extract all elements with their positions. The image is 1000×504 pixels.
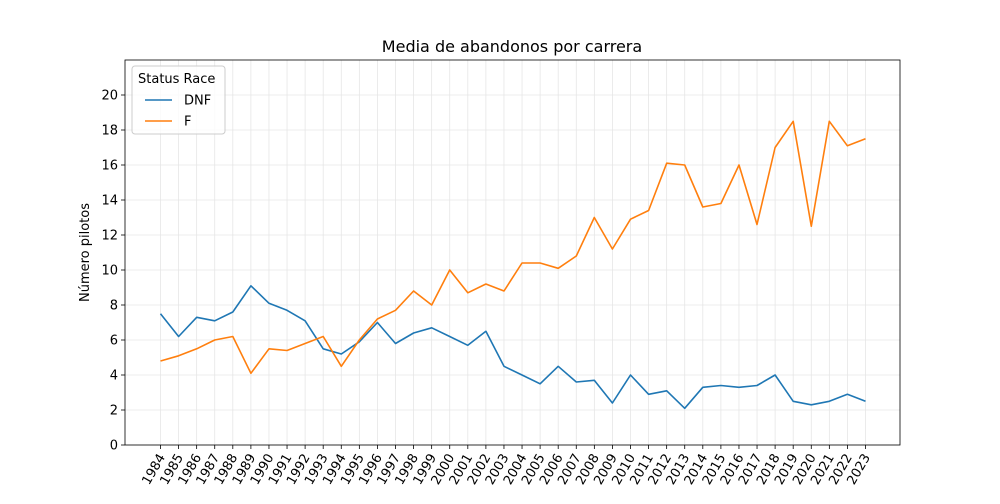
y-tick-label: 16 <box>101 159 118 174</box>
y-tick-label: 18 <box>101 124 118 139</box>
series-line-f <box>160 120 866 375</box>
plot-frame <box>124 59 901 446</box>
y-tick-label: 10 <box>101 264 118 279</box>
y-tick-label: 0 <box>110 439 118 454</box>
y-tick-label: 14 <box>101 194 118 209</box>
y-axis-label: Número pilotos <box>78 203 93 302</box>
series-line-dnf <box>159 284 866 410</box>
series-lines <box>159 120 866 410</box>
x-axis: 1984198519861987198819891990199119921993… <box>139 445 874 488</box>
legend-label-dnf: DNF <box>184 94 211 109</box>
y-tick-label: 12 <box>101 229 118 244</box>
y-tick-label: 4 <box>110 369 118 384</box>
legend-items: DNF F <box>145 94 211 130</box>
y-axis: 0 2 4 6 8 10 12 14 16 18 20 <box>101 89 125 454</box>
legend: Status Race DNF F <box>131 65 226 135</box>
y-tick-label: 8 <box>110 299 118 314</box>
y-tick-label: 6 <box>110 334 118 349</box>
legend-title: Status Race <box>138 72 215 87</box>
chart-title: Media de abandonos por carrera <box>382 37 642 56</box>
legend-box <box>131 65 226 135</box>
y-tick-label: 2 <box>110 404 118 419</box>
legend-label-f: F <box>184 115 191 130</box>
y-tick-label: 20 <box>101 89 118 104</box>
